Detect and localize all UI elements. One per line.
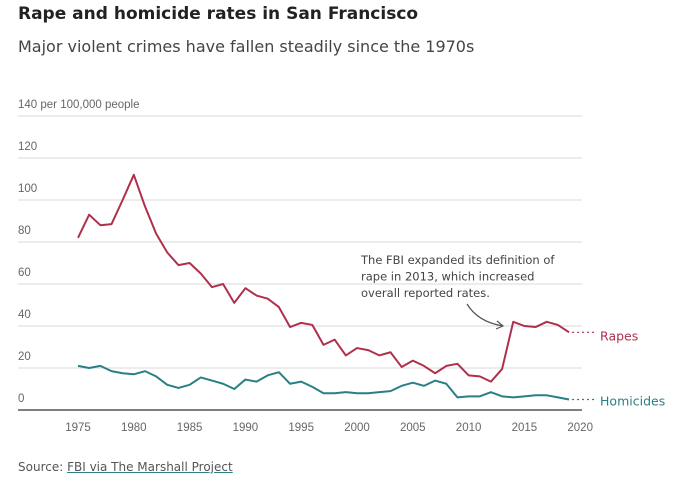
series-line-rapes	[77, 173, 570, 383]
x-tick-label: 2015	[512, 422, 538, 434]
series-label: Homicides	[600, 394, 665, 409]
x-tick-label: 1990	[233, 422, 259, 434]
x-tick-label: 1975	[65, 422, 91, 434]
x-tick-label: 2005	[400, 422, 426, 434]
y-tick-label: 20	[18, 351, 31, 363]
x-tick-label: 2010	[456, 422, 482, 434]
y-tick-label: 120	[18, 141, 37, 153]
x-tick-label: 2020	[567, 422, 593, 434]
y-tick-label: 60	[18, 267, 31, 279]
annotation-arrow	[466, 303, 504, 327]
x-tick-label: 1995	[288, 422, 314, 434]
series-label: Rapes	[600, 328, 638, 343]
annotation-text: rape in 2013, which increased	[361, 270, 534, 284]
source-link[interactable]: FBI via The Marshall Project	[67, 460, 233, 474]
chart-subtitle: Major violent crimes have fallen steadil…	[18, 37, 475, 56]
series-line-homicides	[77, 364, 570, 401]
y-tick-label: 80	[18, 225, 31, 237]
y-tick-label: 0	[18, 393, 24, 405]
y-tick-label: 100	[18, 183, 37, 195]
source-label: Source:	[18, 460, 68, 474]
annotation-text: The FBI expanded its definition of	[360, 253, 555, 267]
chart-title: Rape and homicide rates in San Francisco	[18, 4, 419, 24]
annotation-text: overall reported rates.	[361, 286, 490, 300]
x-tick-label: 1985	[177, 422, 203, 434]
arrowhead-icon	[495, 320, 505, 330]
source-note: Source: FBI via The Marshall Project	[18, 460, 233, 474]
x-tick-label: 2000	[344, 422, 370, 434]
x-tick-label: 1980	[121, 422, 147, 434]
y-tick-label: 40	[18, 309, 31, 321]
y-tick-label: 140 per 100,000 people	[18, 99, 140, 111]
